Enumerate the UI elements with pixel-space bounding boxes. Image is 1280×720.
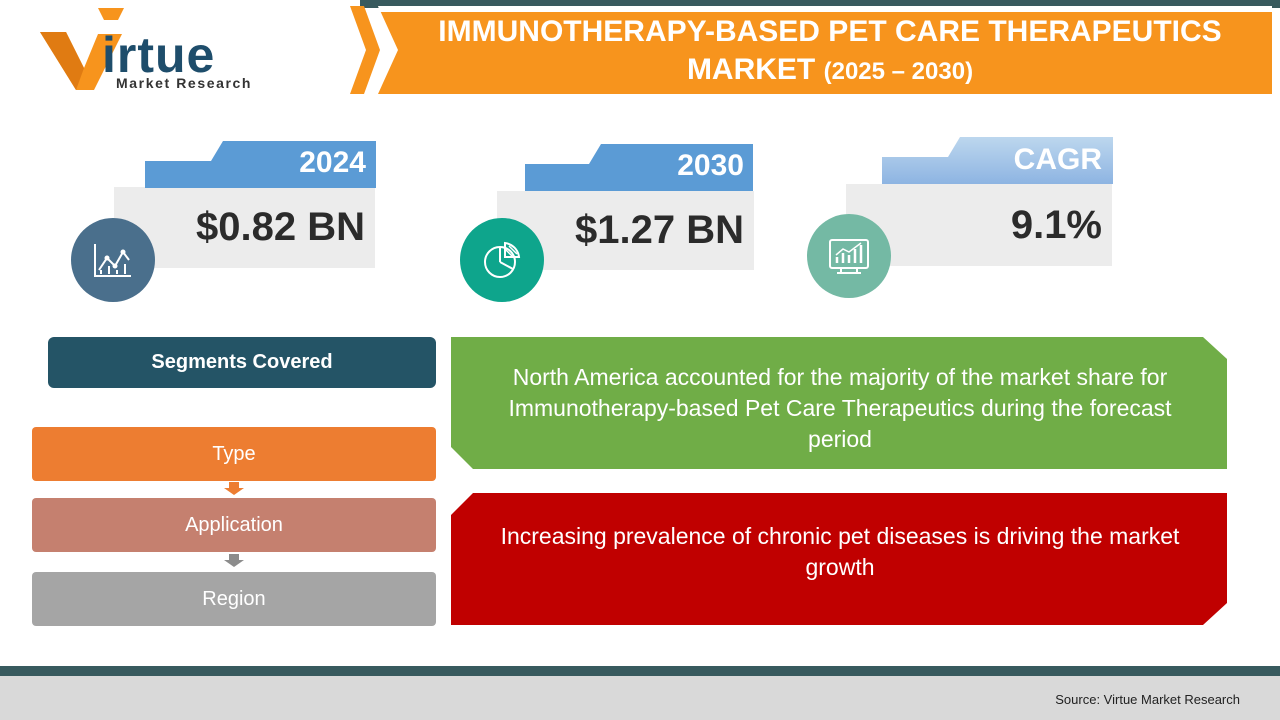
brand-logo: irtue Market Research [36, 6, 326, 94]
title-line-2: MARKET (2025 – 2030) [687, 51, 973, 91]
arrow-down-icon [224, 482, 244, 495]
insight-panel-region [451, 337, 1227, 469]
insight-panel-driver [451, 493, 1227, 625]
logo-v-mark [40, 8, 124, 90]
stat-label-2030: 2030 [677, 149, 744, 182]
top-strip-gap [0, 0, 360, 8]
segment-region: Region [32, 572, 436, 626]
insight-text-region: North America accounted for the majority… [508, 364, 1172, 452]
stat-card-2024: $0.82 BN [114, 187, 375, 268]
footer [0, 676, 1280, 720]
arrow-down-icon [224, 554, 244, 567]
segment-region-label: Region [202, 587, 266, 610]
segments-header: Segments Covered [48, 337, 436, 388]
stat-card-cagr: 9.1% [846, 184, 1112, 266]
stat-value-2030: $1.27 BN [575, 208, 744, 252]
segment-type-label: Type [212, 442, 256, 465]
title-banner [350, 6, 1272, 94]
top-strip [0, 0, 1280, 8]
logo-wordmark: irtue [102, 27, 216, 83]
stat-label-2024: 2024 [299, 146, 366, 179]
stat-tab-2030 [525, 144, 753, 191]
line-chart-icon [71, 218, 155, 302]
stat-label-cagr: CAGR [1013, 143, 1102, 176]
page-title: IMMUNOTHERAPY-BASED PET CARE THERAPEUTIC… [380, 12, 1280, 92]
segment-application: Application [32, 498, 436, 552]
stat-tab-2024 [145, 141, 376, 188]
logo-tagline: Market Research [116, 75, 253, 91]
title-years: (2025 – 2030) [823, 58, 974, 85]
stat-value-cagr: 9.1% [1010, 202, 1102, 247]
segment-type: Type [32, 427, 436, 481]
source-note: Source: Virtue Market Research [1055, 692, 1240, 707]
insight-text-driver: Increasing prevalence of chronic pet dis… [500, 523, 1180, 580]
pie-chart-icon [460, 218, 544, 302]
segment-application-label: Application [185, 513, 283, 536]
bar-chart-icon [807, 214, 891, 298]
stat-tab-cagr [882, 137, 1113, 184]
title-market: MARKET [686, 53, 816, 86]
title-line-1: IMMUNOTHERAPY-BASED PET CARE THERAPEUTIC… [438, 15, 1222, 48]
footer-band [0, 666, 1280, 676]
stat-value-2024: $0.82 BN [196, 205, 365, 249]
